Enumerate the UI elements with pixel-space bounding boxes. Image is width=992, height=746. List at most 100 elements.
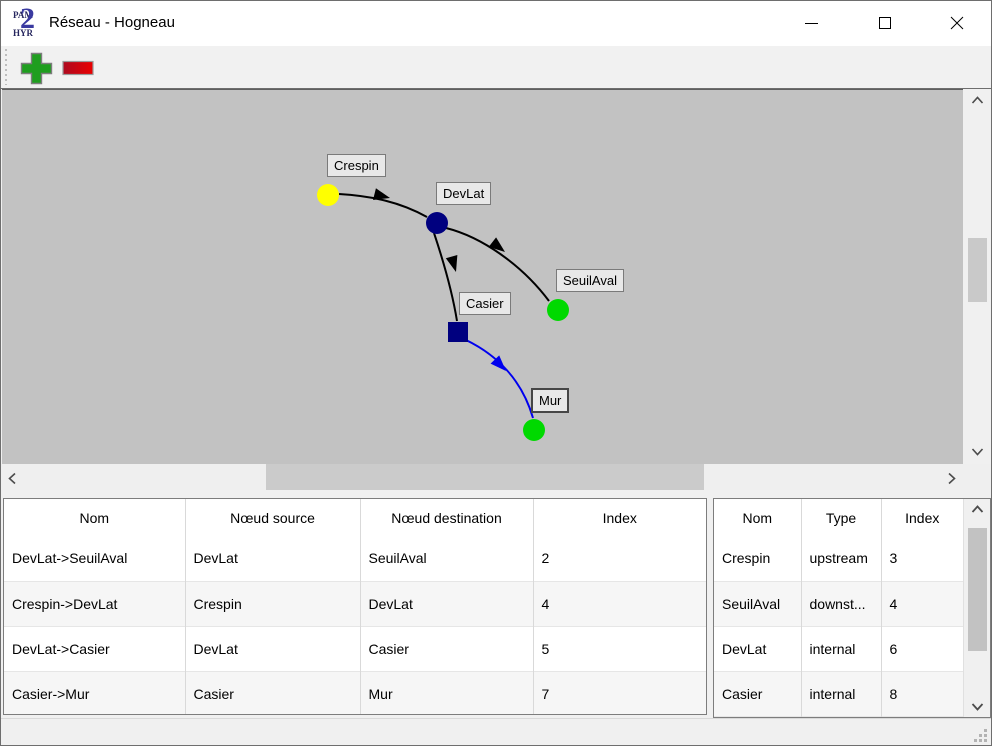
- logo-text-big: 2: [20, 2, 35, 35]
- canvas-horizontal-scrollbar[interactable]: [2, 464, 991, 490]
- edges-table: Nom Nœud source Nœud destination Index DevL…: [4, 499, 706, 714]
- edge-DevLat->SeuilAval[interactable]: [445, 227, 550, 302]
- table-row: DevLat->SeuilAval DevLat SeuilAval 2: [4, 536, 706, 581]
- nodes-table-header-row: Nom Type Index: [714, 499, 963, 536]
- edge-arrow-icon: [445, 254, 458, 272]
- table-cell[interactable]: Mur: [360, 671, 534, 714]
- column-header[interactable]: Index: [881, 499, 963, 536]
- table-cell: [881, 716, 963, 717]
- edge-Casier->Mur[interactable]: [465, 339, 534, 419]
- maximize-icon: [879, 17, 891, 29]
- table-cell[interactable]: internal: [801, 671, 882, 716]
- table-cell[interactable]: Casier: [185, 671, 361, 714]
- toolbar-drag-handle[interactable]: [4, 49, 8, 85]
- chevron-down-icon[interactable]: [971, 447, 984, 456]
- table-cell[interactable]: downst...: [801, 581, 882, 626]
- table-row: Casier internal 8: [714, 671, 963, 716]
- table-cell[interactable]: DevLat: [714, 626, 802, 671]
- table-cell[interactable]: DevLat: [185, 626, 361, 671]
- table-cell[interactable]: upstream: [801, 536, 882, 581]
- table-row: DevLat internal 6: [714, 626, 963, 671]
- node-Mur[interactable]: [523, 419, 545, 441]
- maximize-button[interactable]: [862, 7, 908, 39]
- column-header[interactable]: Index: [533, 499, 706, 536]
- edge-arrow-icon: [373, 188, 390, 200]
- column-header[interactable]: Nœud destination: [360, 499, 534, 536]
- table-cell[interactable]: Crespin: [185, 581, 361, 626]
- nodes-table-scrollbar[interactable]: [963, 499, 990, 717]
- chevron-left-icon[interactable]: [8, 472, 17, 485]
- table-cell: [801, 716, 882, 717]
- table-cell[interactable]: 4: [889, 595, 898, 612]
- table-row: Crespin->DevLat Crespin DevLat 4: [4, 581, 706, 626]
- table-cell[interactable]: 7: [541, 685, 550, 702]
- titlebar: PAM 2 HYR Réseau - Hogneau: [1, 1, 991, 46]
- minimize-button[interactable]: [788, 7, 834, 39]
- minimize-icon: [804, 22, 818, 24]
- nodes-table-scroll-thumb[interactable]: [968, 528, 987, 651]
- table-cell[interactable]: Casier: [714, 671, 802, 716]
- table-cell[interactable]: 6: [889, 640, 898, 657]
- graph-svg: [317, 184, 569, 441]
- canvas-hscroll-thumb[interactable]: [266, 464, 704, 490]
- edges-table-header-row: Nom Nœud source Nœud destination Index: [4, 499, 706, 536]
- canvas-vscroll-thumb[interactable]: [968, 238, 987, 302]
- plus-icon: [20, 52, 52, 84]
- chevron-down-icon[interactable]: [971, 702, 984, 711]
- table-row: DevLat->Casier DevLat Casier 5: [4, 626, 706, 671]
- edges-table-panel: Nom Nœud source Nœud destination Index DevL…: [3, 498, 707, 715]
- logo-text-bottom: HYR: [13, 28, 33, 38]
- node-Crespin[interactable]: [317, 184, 339, 206]
- table-cell[interactable]: DevLat->SeuilAval: [4, 536, 186, 581]
- close-button[interactable]: [934, 7, 980, 39]
- add-button[interactable]: [17, 50, 55, 86]
- table-cell[interactable]: 8: [889, 685, 898, 702]
- chevron-right-icon[interactable]: [947, 472, 956, 485]
- table-cell[interactable]: Casier->Mur: [4, 671, 186, 714]
- table-cell[interactable]: 2: [541, 550, 550, 567]
- app-logo-icon: PAM 2 HYR: [13, 2, 43, 39]
- table-cell[interactable]: 5: [541, 640, 550, 657]
- toolbar: [1, 46, 991, 89]
- column-header[interactable]: Nom: [4, 499, 186, 536]
- table-row: Crespin upstream 3: [714, 536, 963, 581]
- nodes-table-panel: Nom Type Index Crespin upstream 3 SeuilAval do…: [713, 498, 991, 718]
- table-cell[interactable]: internal: [801, 626, 882, 671]
- table-row-clipped: [714, 716, 963, 717]
- table-cell[interactable]: Crespin->DevLat: [4, 581, 186, 626]
- column-header[interactable]: Type: [801, 499, 882, 536]
- table-cell[interactable]: DevLat: [360, 581, 534, 626]
- node-DevLat[interactable]: [426, 212, 448, 234]
- table-cell: [714, 716, 802, 717]
- table-row: Casier->Mur Casier Mur 7: [4, 671, 706, 714]
- table-cell[interactable]: DevLat: [185, 536, 361, 581]
- minus-icon: [61, 60, 94, 76]
- edge-arrow-icon: [488, 237, 505, 252]
- edge-Crespin->DevLat[interactable]: [338, 193, 428, 218]
- status-bar: [1, 718, 991, 745]
- table-cell[interactable]: SeuilAval: [714, 581, 802, 626]
- table-cell[interactable]: Crespin: [714, 536, 802, 581]
- table-cell[interactable]: SeuilAval: [360, 536, 534, 581]
- node-Casier[interactable]: [448, 322, 468, 342]
- network-canvas[interactable]: Crespin DevLat SeuilAval Casier Mur: [2, 89, 963, 464]
- canvas-vertical-scrollbar[interactable]: [964, 90, 991, 464]
- close-icon: [950, 16, 964, 30]
- resize-grip-icon[interactable]: [972, 727, 988, 743]
- edge-DevLat->Casier[interactable]: [433, 232, 458, 322]
- chevron-up-icon[interactable]: [971, 505, 984, 514]
- table-cell[interactable]: DevLat->Casier: [4, 626, 186, 671]
- column-header[interactable]: Nom: [714, 499, 802, 536]
- table-cell[interactable]: 4: [541, 595, 550, 612]
- chevron-up-icon[interactable]: [971, 96, 984, 105]
- table-row: SeuilAval downst... 4: [714, 581, 963, 626]
- node-SeuilAval[interactable]: [547, 299, 569, 321]
- nodes-table: Nom Type Index Crespin upstream 3 SeuilAval do…: [714, 499, 963, 717]
- window-title: Réseau - Hogneau: [49, 14, 175, 31]
- table-cell[interactable]: 3: [889, 550, 898, 567]
- logo-text-top: PAM: [13, 10, 33, 20]
- remove-button[interactable]: [59, 50, 97, 86]
- table-cell[interactable]: Casier: [360, 626, 534, 671]
- column-header[interactable]: Nœud source: [185, 499, 361, 536]
